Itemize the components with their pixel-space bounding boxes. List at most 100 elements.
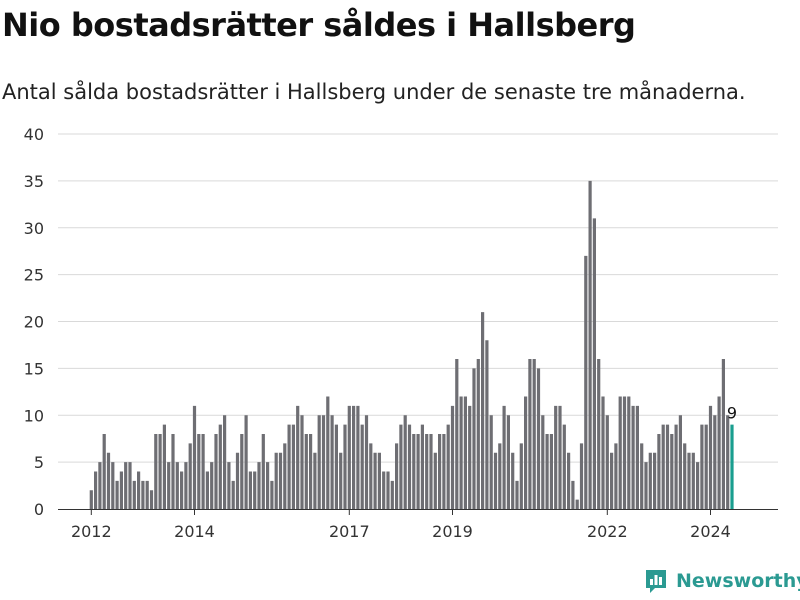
bar xyxy=(614,443,618,509)
bar xyxy=(235,452,240,509)
y-tick-label: 10 xyxy=(24,406,44,425)
bar xyxy=(141,480,145,509)
bar xyxy=(309,434,313,509)
bar xyxy=(425,434,429,509)
bar xyxy=(450,405,455,509)
bar xyxy=(575,499,579,509)
bars xyxy=(89,180,734,509)
bar xyxy=(567,452,571,509)
bar xyxy=(270,480,274,509)
bar xyxy=(661,424,665,509)
bar xyxy=(244,415,248,509)
brand-name: Newsworthy xyxy=(676,570,800,592)
bar xyxy=(442,434,446,509)
x-tick-label: 2022 xyxy=(587,522,628,541)
bar xyxy=(640,443,644,509)
bar xyxy=(287,424,291,509)
bar xyxy=(532,359,536,509)
bar xyxy=(175,462,179,509)
bar xyxy=(184,462,188,509)
y-tick-label: 20 xyxy=(24,313,44,332)
bar xyxy=(545,434,549,509)
bar xyxy=(691,452,695,509)
bar xyxy=(347,405,351,509)
bar xyxy=(132,480,136,509)
bar xyxy=(106,452,111,509)
bar xyxy=(601,396,605,509)
bar xyxy=(377,452,381,509)
bar xyxy=(386,471,390,509)
y-tick-label: 0 xyxy=(34,500,44,519)
newsworthy-logo-icon xyxy=(646,570,666,593)
bar xyxy=(167,462,171,509)
bar xyxy=(472,368,476,509)
bar xyxy=(519,443,523,509)
bar xyxy=(162,424,166,509)
bar xyxy=(446,424,450,509)
bar xyxy=(524,396,528,509)
bar xyxy=(433,452,437,509)
bar xyxy=(98,462,102,509)
bar xyxy=(468,405,472,509)
bar xyxy=(330,415,334,509)
bar xyxy=(605,415,609,509)
bar xyxy=(395,443,399,509)
bar xyxy=(618,396,622,509)
bar xyxy=(188,443,192,509)
bar xyxy=(321,415,326,509)
bar xyxy=(674,424,678,509)
bar xyxy=(102,434,106,509)
bar xyxy=(158,434,162,509)
bar xyxy=(278,452,283,509)
bar xyxy=(240,434,244,509)
bar xyxy=(261,434,265,509)
brand-logo[interactable]: Newsworthy xyxy=(644,568,800,594)
x-tick-label: 2012 xyxy=(71,522,112,541)
bar xyxy=(313,452,317,509)
y-tick-label: 30 xyxy=(24,219,44,238)
bar xyxy=(283,443,287,509)
bar xyxy=(420,424,424,509)
bar xyxy=(610,452,614,509)
bar xyxy=(128,462,132,509)
bar xyxy=(717,396,721,509)
bar xyxy=(627,396,631,509)
y-tick-label: 40 xyxy=(24,125,44,144)
bar xyxy=(119,471,123,509)
bar xyxy=(536,368,541,509)
bar xyxy=(493,452,498,509)
bar xyxy=(326,396,330,509)
y-tick-label: 25 xyxy=(24,266,44,285)
bar xyxy=(304,434,308,509)
bar xyxy=(343,424,347,509)
bar xyxy=(360,424,364,509)
bar xyxy=(149,490,154,509)
bar xyxy=(291,424,295,509)
bar xyxy=(89,490,93,509)
bar xyxy=(218,424,222,509)
bar xyxy=(549,434,553,509)
bar xyxy=(622,396,627,509)
bar xyxy=(644,462,648,509)
bar xyxy=(721,359,725,509)
bar xyxy=(154,434,158,509)
bar xyxy=(369,443,373,509)
bar xyxy=(115,480,119,509)
x-axis: 2012 2014 2017 2019 2022 2024 xyxy=(58,509,778,541)
bar xyxy=(382,471,386,509)
bar xyxy=(665,424,670,509)
bar xyxy=(171,434,175,509)
bar xyxy=(364,415,369,509)
bar xyxy=(416,434,420,509)
bar xyxy=(197,434,201,509)
bar xyxy=(657,434,661,509)
bar xyxy=(683,443,687,509)
bar xyxy=(339,452,343,509)
bar xyxy=(403,415,407,509)
bar xyxy=(334,424,338,509)
x-tick-label: 2019 xyxy=(432,522,473,541)
chart-title: Nio bostadsrätter såldes i Hallsberg xyxy=(2,6,636,44)
bar xyxy=(653,452,657,509)
bar xyxy=(137,471,141,509)
bar xyxy=(399,424,403,509)
